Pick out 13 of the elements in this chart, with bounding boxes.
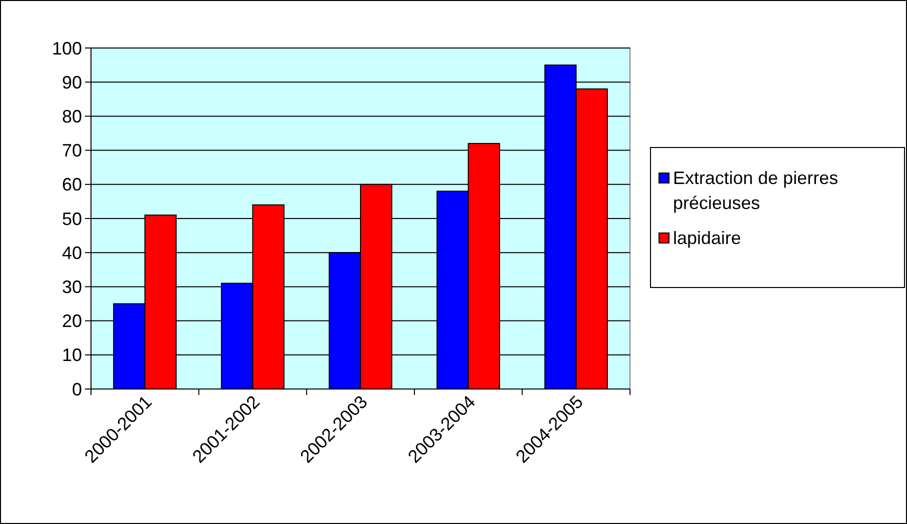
y-tick-label: 20 — [62, 311, 82, 332]
y-tick-label: 40 — [62, 242, 82, 263]
y-tick-label: 70 — [62, 140, 82, 161]
y-tick-label: 80 — [62, 106, 82, 126]
legend-label: lapidaire — [673, 228, 742, 248]
y-tick-label: 60 — [62, 174, 82, 195]
y-tick-label: 50 — [62, 208, 82, 229]
y-tick-label: 0 — [72, 379, 82, 400]
y-tick-label: 30 — [62, 277, 82, 297]
legend-label: Extraction de pierres précieuses — [673, 168, 838, 213]
y-tick-label: 10 — [62, 345, 82, 366]
y-tick-label: 100 — [52, 38, 82, 58]
y-tick-label: 90 — [62, 72, 82, 92]
